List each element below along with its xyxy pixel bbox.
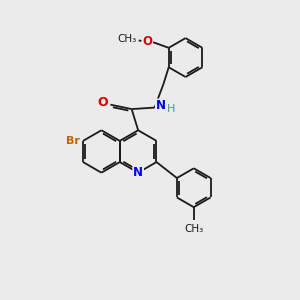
Text: H: H (167, 104, 175, 114)
Text: CH₃: CH₃ (184, 224, 203, 234)
Text: N: N (133, 166, 143, 179)
Text: O: O (142, 34, 152, 48)
Text: CH₃: CH₃ (118, 34, 137, 44)
Text: Br: Br (66, 136, 80, 146)
Text: N: N (156, 99, 166, 112)
Text: O: O (98, 96, 108, 110)
